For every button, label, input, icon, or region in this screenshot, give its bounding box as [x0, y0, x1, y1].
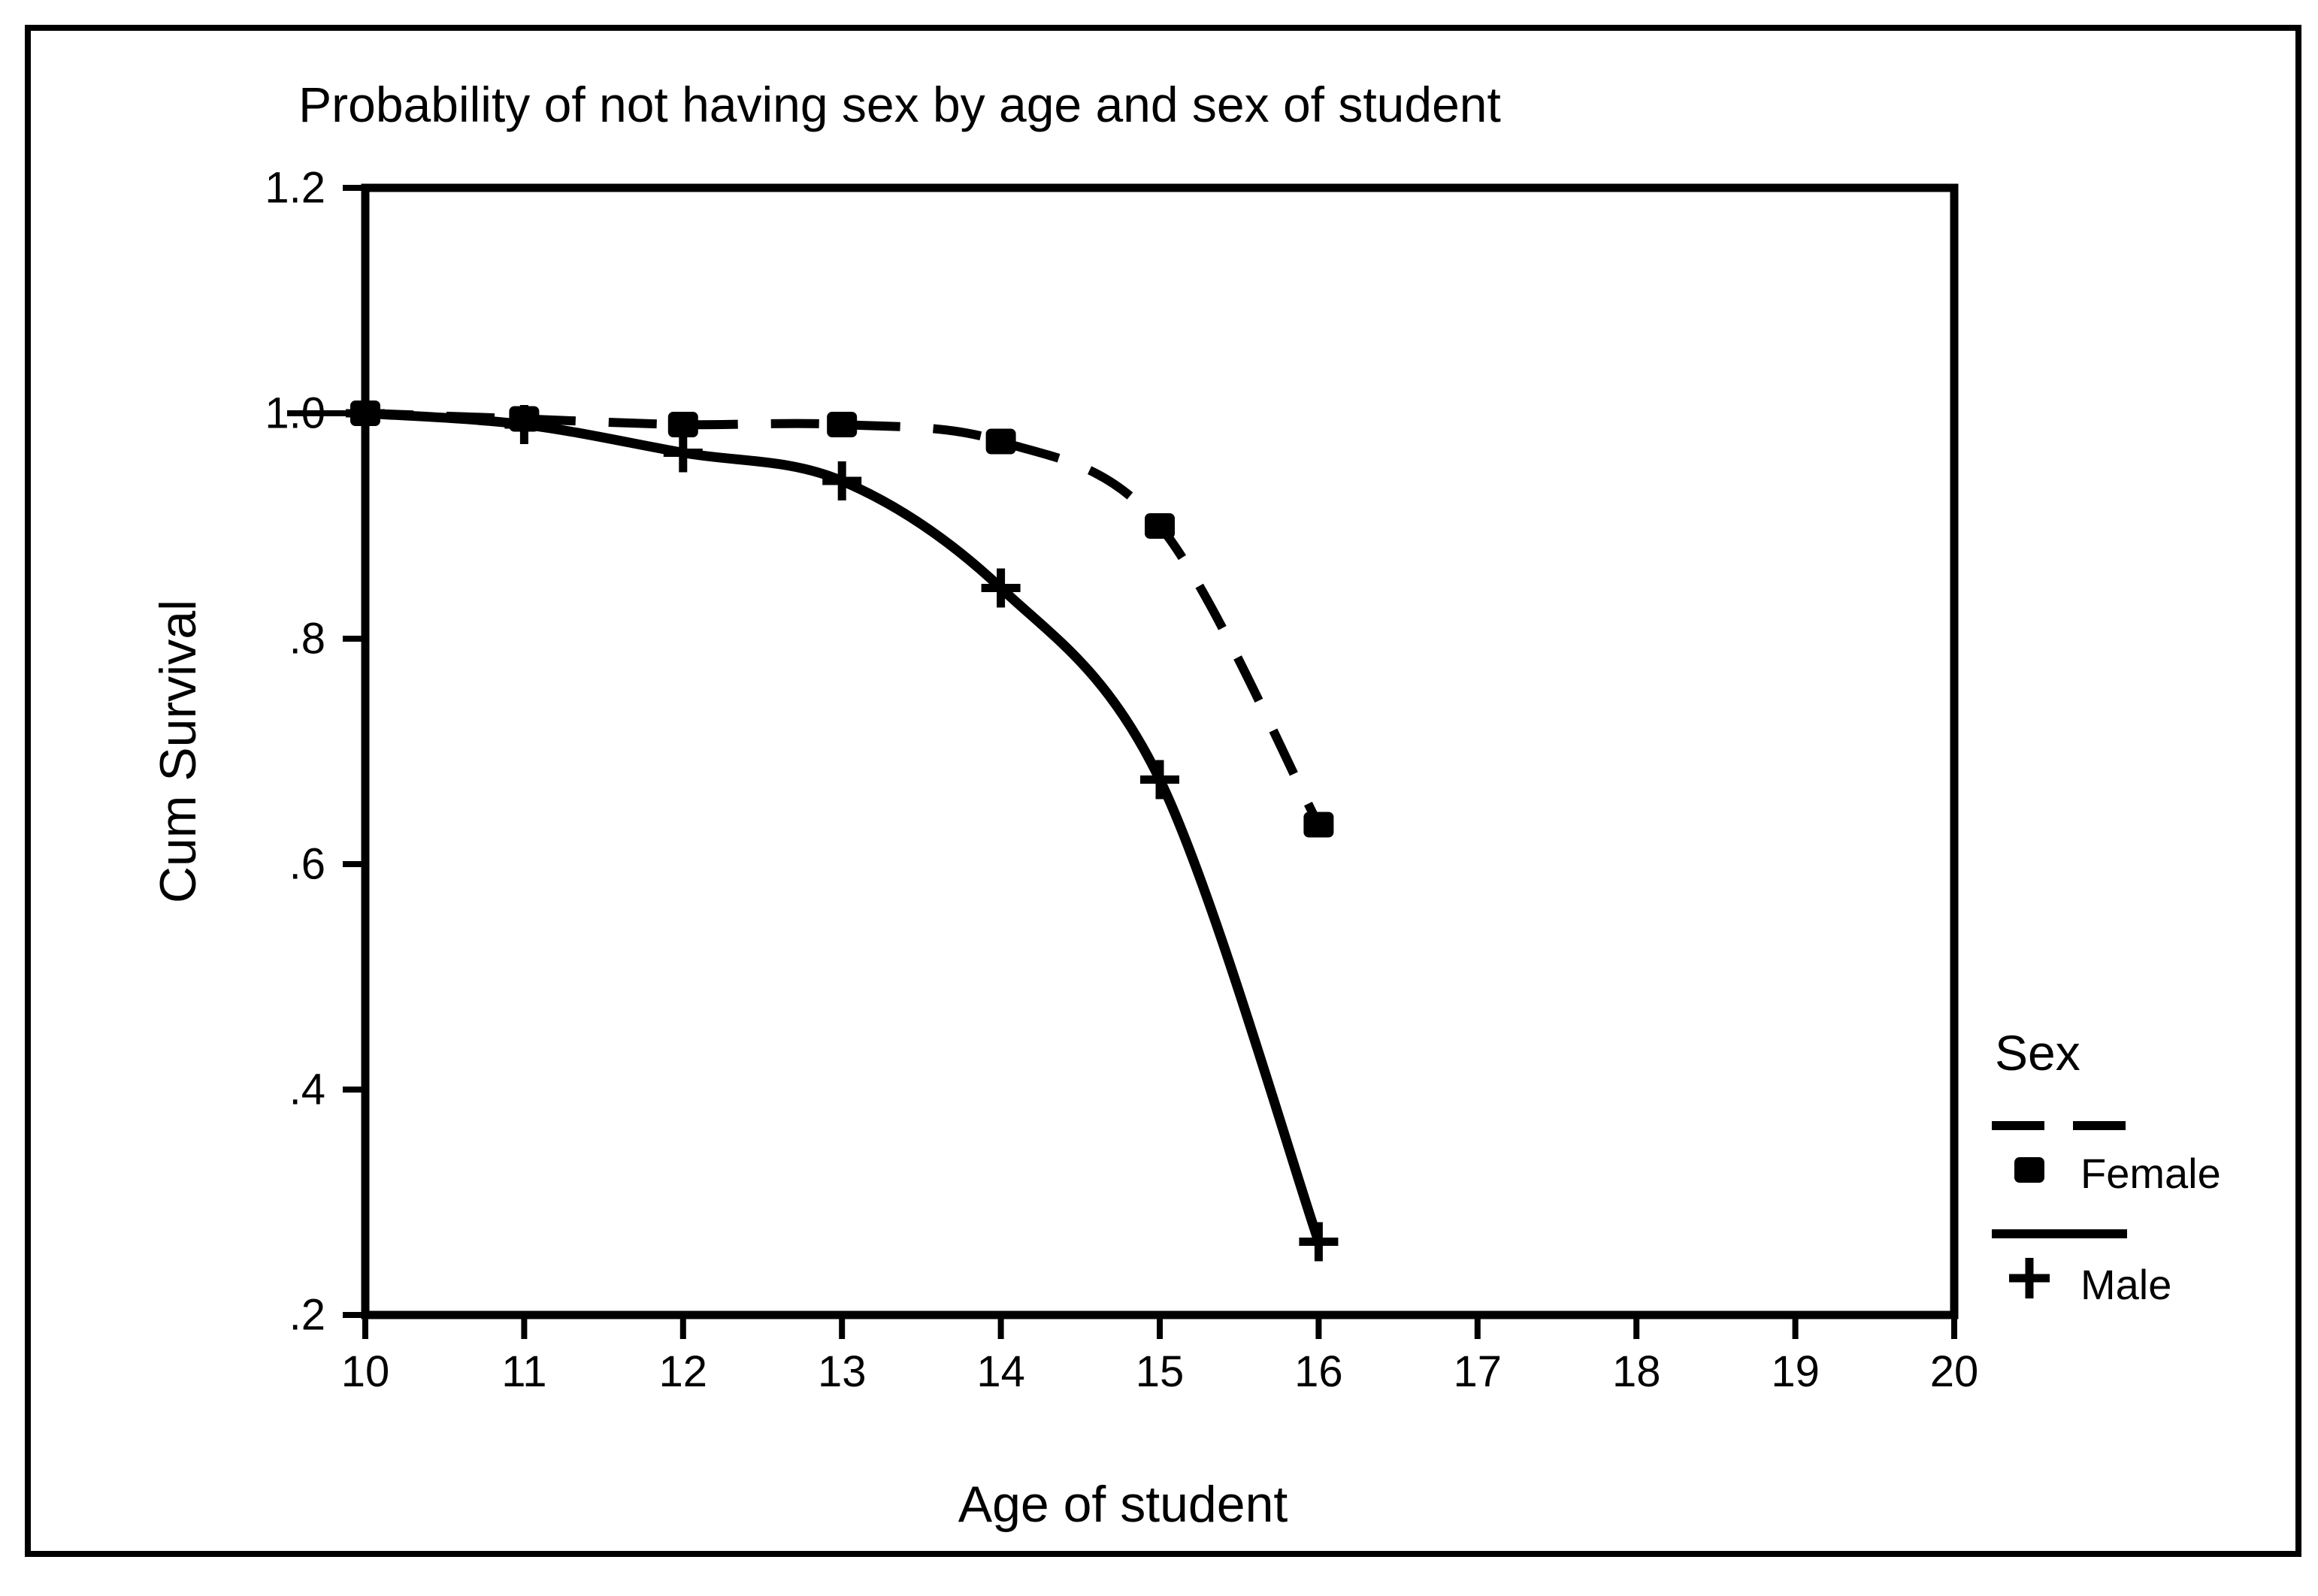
- legend-title: Sex: [1995, 1025, 2080, 1081]
- x-tick-label-18: 18: [1612, 1347, 1661, 1396]
- legend-female-square-marker-icon: [2014, 1157, 2044, 1183]
- x-tick-label-10: 10: [341, 1347, 390, 1396]
- x-tick-label-13: 13: [818, 1347, 867, 1396]
- marker-female-age-16: [1303, 812, 1334, 838]
- marker-female-age-15: [1145, 513, 1175, 539]
- legend-female-dashed-line-sample: [1992, 1121, 2127, 1130]
- legend-male-label: Male: [2080, 1261, 2172, 1308]
- y-tick-label-.4: .4: [289, 1066, 325, 1114]
- x-tick-label-17: 17: [1454, 1347, 1502, 1396]
- y-tick-label-.8: .8: [289, 615, 325, 663]
- series-line-male: [365, 408, 1324, 1244]
- y-tick-label-.6: .6: [289, 840, 325, 889]
- x-tick-label-20: 20: [1930, 1347, 1979, 1396]
- x-axis-title: Age of student: [958, 1476, 1288, 1533]
- x-tick-label-19: 19: [1771, 1347, 1820, 1396]
- marker-female-age-12: [667, 412, 698, 437]
- y-tick-label-1.2: 1.2: [265, 164, 325, 213]
- chart-border-frame: [25, 25, 2301, 1557]
- legend-male-plus-marker-icon: [2009, 1258, 2050, 1298]
- chart-title: Probability of not having sex by age and…: [298, 77, 1501, 132]
- x-tick-label-16: 16: [1294, 1347, 1343, 1396]
- marker-female-age-10: [350, 401, 380, 426]
- legend-female-label: Female: [2080, 1150, 2221, 1197]
- legend-box: Sex Female Male: [1984, 1016, 2315, 1332]
- y-tick-label-.2: .2: [289, 1291, 325, 1340]
- x-tick-label-15: 15: [1136, 1347, 1185, 1396]
- marker-female-age-11: [509, 406, 540, 432]
- x-tick-label-12: 12: [659, 1347, 708, 1396]
- marker-female-age-14: [985, 428, 1016, 455]
- marker-female-age-13: [827, 412, 858, 437]
- plot-border: [361, 183, 1959, 1319]
- x-tick-label-14: 14: [976, 1347, 1025, 1396]
- x-tick-label-11: 11: [501, 1347, 546, 1396]
- legend-male-solid-line-sample: [1992, 1229, 2127, 1238]
